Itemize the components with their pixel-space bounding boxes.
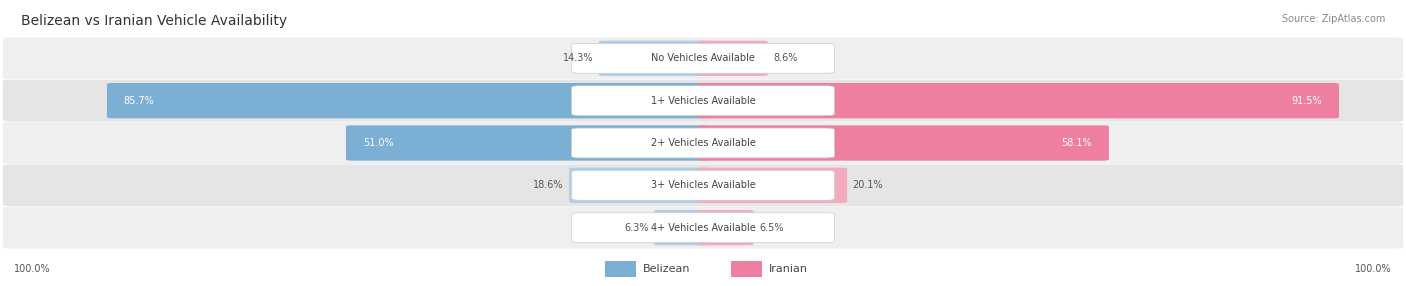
Text: 18.6%: 18.6% [533,180,564,190]
Text: 58.1%: 58.1% [1062,138,1092,148]
FancyBboxPatch shape [107,83,709,118]
FancyBboxPatch shape [654,210,709,245]
FancyBboxPatch shape [605,261,636,277]
Text: Iranian: Iranian [769,264,808,274]
Text: 20.1%: 20.1% [852,180,883,190]
FancyBboxPatch shape [571,213,834,243]
FancyBboxPatch shape [3,80,1403,122]
FancyBboxPatch shape [731,261,762,277]
Text: Belizean: Belizean [643,264,690,274]
FancyBboxPatch shape [571,170,834,200]
FancyBboxPatch shape [697,125,1109,161]
FancyBboxPatch shape [569,168,709,203]
FancyBboxPatch shape [3,37,1403,79]
FancyBboxPatch shape [697,83,1339,118]
Text: 4+ Vehicles Available: 4+ Vehicles Available [651,223,755,233]
Text: 6.5%: 6.5% [759,223,783,233]
FancyBboxPatch shape [3,122,1403,164]
Text: 85.7%: 85.7% [124,96,155,106]
Text: 91.5%: 91.5% [1292,96,1322,106]
Text: 14.3%: 14.3% [562,53,593,63]
FancyBboxPatch shape [571,128,834,158]
FancyBboxPatch shape [599,41,709,76]
FancyBboxPatch shape [697,41,768,76]
Text: Source: ZipAtlas.com: Source: ZipAtlas.com [1281,14,1385,24]
FancyBboxPatch shape [346,125,709,161]
Text: 8.6%: 8.6% [773,53,797,63]
Text: 51.0%: 51.0% [363,138,394,148]
Text: 100.0%: 100.0% [14,264,51,274]
Text: 100.0%: 100.0% [1355,264,1392,274]
FancyBboxPatch shape [571,86,834,116]
Text: 6.3%: 6.3% [624,223,648,233]
FancyBboxPatch shape [3,207,1403,249]
Text: Belizean vs Iranian Vehicle Availability: Belizean vs Iranian Vehicle Availability [21,14,287,28]
FancyBboxPatch shape [571,43,834,73]
FancyBboxPatch shape [3,164,1403,206]
Text: 2+ Vehicles Available: 2+ Vehicles Available [651,138,755,148]
Text: No Vehicles Available: No Vehicles Available [651,53,755,63]
Text: 3+ Vehicles Available: 3+ Vehicles Available [651,180,755,190]
FancyBboxPatch shape [697,168,846,203]
Text: 1+ Vehicles Available: 1+ Vehicles Available [651,96,755,106]
FancyBboxPatch shape [697,210,754,245]
